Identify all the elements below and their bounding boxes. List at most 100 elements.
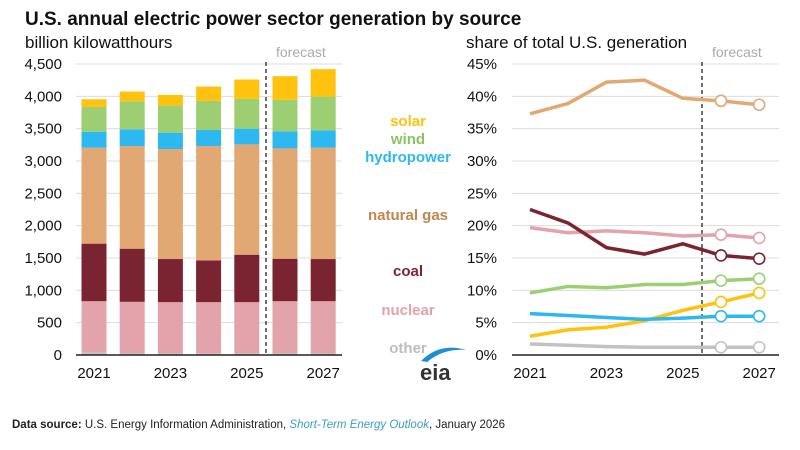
bar-segment-nuclear-2023 [157, 302, 183, 354]
y-tick-label: 30% [467, 153, 497, 170]
bar-segment-solar-2024 [196, 86, 222, 101]
y-tick-label: 2,500 [24, 185, 62, 202]
forecast-marker-nuclear-2027 [752, 231, 766, 245]
bar-segment-other-2023 [157, 353, 183, 355]
y-tick-label: 3,500 [24, 121, 62, 138]
forecast-marker-wind-2027 [752, 272, 766, 285]
source-date: , January 2026 [428, 419, 506, 431]
bar-segment-solar-2022 [119, 91, 145, 102]
legend-label-wind: wind [390, 131, 426, 148]
forecast-marker-coal-2026 [714, 249, 728, 262]
bar-segment-wind-2025 [234, 98, 260, 129]
x-tick-label: 2023 [590, 365, 623, 382]
bar-segment-wind-2027 [310, 96, 336, 131]
bar-segment-wind-2022 [119, 101, 145, 130]
y-tick-label: 1,000 [24, 282, 62, 299]
y-tick-label: 0% [475, 347, 497, 364]
bar-segment-other-2022 [119, 352, 145, 355]
x-tick-label: 2027 [307, 365, 340, 382]
forecast-marker-hydropower-2027 [752, 309, 766, 323]
bar-segment-solar-2025 [234, 79, 260, 99]
forecast-marker-other-2026 [714, 340, 728, 354]
forecast-marker-hydropower-2026 [714, 309, 728, 323]
bar-segment-other-2024 [196, 353, 222, 355]
forecast-marker-nuclear-2026 [714, 228, 728, 242]
source-org: U.S. Energy Information Administration, [84, 419, 287, 431]
bar-segment-other-2021 [81, 352, 107, 355]
chart-title: U.S. annual electric power sector genera… [25, 9, 522, 30]
bar-segment-hydropower-2027 [310, 130, 336, 148]
bar-segment-nuclear-2025 [234, 302, 260, 354]
forecast-label: forecast [712, 44, 762, 60]
forecast-marker-natural-gas-2026 [714, 94, 728, 108]
forecast-marker-wind-2026 [714, 274, 728, 287]
legend-label-solar: solar [390, 113, 426, 130]
bar-segment-coal-2022 [119, 248, 145, 302]
legend-label-coal: coal [392, 263, 423, 280]
bar-segment-hydropower-2021 [81, 131, 107, 148]
bar-segment-other-2026 [272, 353, 298, 355]
y-tick-label: 0 [54, 347, 62, 364]
bar-segment-natural-gas-2027 [310, 147, 336, 260]
bar-segment-coal-2025 [234, 254, 260, 303]
bar-segment-hydropower-2022 [119, 129, 145, 147]
bar-segment-coal-2023 [157, 259, 183, 303]
y-tick-label: 20% [467, 218, 497, 235]
bar-segment-other-2025 [234, 353, 260, 355]
bar-segment-solar-2026 [272, 76, 298, 100]
legend-label-natural-gas: natural gas [367, 207, 449, 224]
bar-segment-coal-2021 [81, 243, 107, 302]
bar-segment-coal-2027 [310, 259, 336, 302]
bar-segment-natural-gas-2026 [272, 148, 298, 259]
y-tick-label: 10% [467, 282, 497, 299]
bar-segment-wind-2023 [157, 105, 183, 133]
bar-segment-solar-2027 [310, 69, 336, 97]
y-tick-label: 15% [467, 250, 497, 267]
x-tick-label: 2021 [77, 365, 110, 382]
bar-segment-natural-gas-2024 [196, 146, 222, 261]
right-chart-unit-label: share of total U.S. generation [466, 33, 688, 52]
bar-segment-natural-gas-2022 [119, 146, 145, 249]
eia-logo: eia [420, 347, 466, 385]
bar-segment-nuclear-2022 [119, 301, 145, 353]
bar-segment-coal-2024 [196, 260, 222, 303]
y-tick-label: 1,500 [24, 250, 62, 267]
legend-label-other: other [389, 340, 427, 357]
bar-segment-nuclear-2026 [272, 301, 298, 354]
logo-swoosh [421, 347, 466, 362]
bar-segment-solar-2021 [81, 99, 107, 107]
x-tick-label: 2027 [743, 365, 776, 382]
bar-segment-natural-gas-2023 [157, 149, 183, 260]
x-tick-label: 2021 [513, 365, 546, 382]
bar-segment-natural-gas-2021 [81, 147, 107, 244]
bar-segment-coal-2026 [272, 258, 298, 302]
y-tick-label: 25% [467, 185, 497, 202]
y-tick-label: 35% [467, 121, 497, 138]
source-label: Data source: [12, 419, 82, 431]
logo-text: eia [420, 360, 451, 385]
y-tick-label: 3,000 [24, 153, 62, 170]
forecast-marker-other-2027 [752, 340, 766, 354]
bar-segment-hydropower-2023 [157, 132, 183, 150]
y-tick-label: 4,000 [24, 88, 62, 105]
y-tick-label: 4,500 [24, 56, 62, 73]
bar-segment-nuclear-2027 [310, 301, 336, 354]
bar-segment-other-2027 [310, 353, 336, 355]
y-tick-label: 45% [467, 56, 497, 73]
data-source-note: Data source: U.S. Energy Information Adm… [12, 419, 505, 431]
bar-segment-nuclear-2024 [196, 302, 222, 354]
forecast-marker-solar-2027 [752, 286, 766, 300]
y-tick-label: 500 [37, 315, 62, 332]
legend-label-nuclear: nuclear [381, 302, 435, 319]
y-tick-label: 5% [475, 315, 497, 332]
bar-segment-hydropower-2025 [234, 128, 260, 145]
forecast-marker-natural-gas-2027 [752, 98, 766, 112]
legend-label-hydropower: hydropower [365, 149, 451, 166]
forecast-marker-solar-2026 [714, 295, 728, 309]
bar-segment-wind-2026 [272, 99, 298, 132]
forecast-marker-coal-2027 [752, 252, 766, 265]
x-tick-label: 2025 [230, 365, 263, 382]
bar-segment-natural-gas-2025 [234, 144, 260, 255]
source-publication: Short-Term Energy Outlook [289, 419, 429, 431]
